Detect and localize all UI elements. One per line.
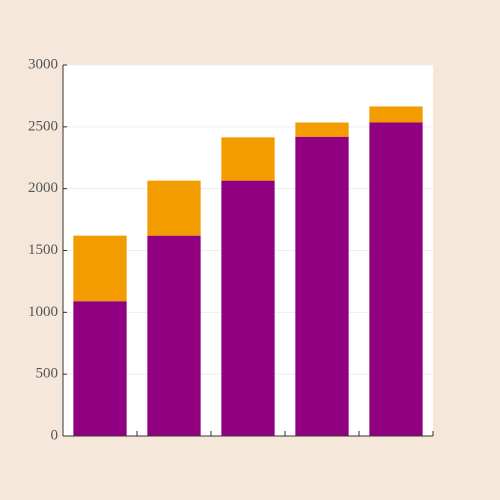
y-tick-label: 1000 (28, 304, 58, 320)
bar-segment (147, 180, 201, 236)
bar-segment (73, 235, 127, 302)
y-tick-label: 0 (51, 427, 59, 443)
bar-segment (147, 235, 201, 436)
bar-segment (369, 106, 423, 123)
y-tick-label: 3000 (28, 56, 58, 72)
y-tick-label: 500 (36, 366, 59, 382)
y-tick-label: 2000 (28, 180, 58, 196)
bar-segment (73, 301, 127, 436)
bar-segment (295, 122, 349, 137)
y-tick-label: 2500 (28, 118, 58, 134)
bar-segment (221, 137, 275, 181)
bar-segment (369, 122, 423, 436)
bar-segment (295, 136, 349, 436)
y-tick-label: 1500 (28, 242, 58, 258)
bar-segment (221, 180, 275, 436)
